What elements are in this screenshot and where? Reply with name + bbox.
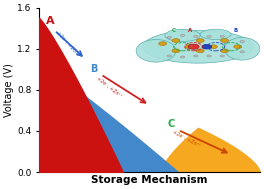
Circle shape xyxy=(207,35,211,37)
Circle shape xyxy=(172,39,180,42)
Circle shape xyxy=(172,49,180,53)
Circle shape xyxy=(194,35,198,37)
Circle shape xyxy=(202,44,212,49)
Circle shape xyxy=(240,41,244,43)
Text: C: C xyxy=(167,119,174,129)
Text: +2e⁻, +Zn²⁺: +2e⁻, +Zn²⁺ xyxy=(95,75,123,99)
Circle shape xyxy=(220,55,224,57)
Circle shape xyxy=(196,39,204,42)
Circle shape xyxy=(188,44,199,49)
Circle shape xyxy=(240,51,244,53)
Circle shape xyxy=(180,56,185,58)
Circle shape xyxy=(185,45,193,49)
Circle shape xyxy=(159,42,167,46)
Ellipse shape xyxy=(165,29,200,42)
Circle shape xyxy=(180,34,185,36)
Y-axis label: Voltage (V): Voltage (V) xyxy=(4,63,14,117)
Circle shape xyxy=(167,36,172,39)
Text: +2e⁻, +Zn²⁺: +2e⁻, +Zn²⁺ xyxy=(172,129,201,148)
Ellipse shape xyxy=(143,30,253,63)
Ellipse shape xyxy=(224,37,260,60)
Circle shape xyxy=(220,49,228,53)
Circle shape xyxy=(167,55,172,57)
Text: B: B xyxy=(90,64,97,74)
Circle shape xyxy=(196,49,204,53)
X-axis label: Storage Mechanism: Storage Mechanism xyxy=(91,175,208,185)
Text: +2e⁻, +2OTf⁻: +2e⁻, +2OTf⁻ xyxy=(55,30,82,59)
Circle shape xyxy=(207,55,211,57)
Text: B: B xyxy=(233,28,238,33)
Text: C: C xyxy=(172,28,176,33)
Circle shape xyxy=(209,45,218,49)
Circle shape xyxy=(220,35,224,37)
Ellipse shape xyxy=(200,29,231,40)
Circle shape xyxy=(194,55,198,57)
Ellipse shape xyxy=(136,40,176,62)
Text: A: A xyxy=(46,16,54,26)
Circle shape xyxy=(234,45,242,49)
Circle shape xyxy=(220,39,228,42)
Text: A: A xyxy=(188,28,192,33)
